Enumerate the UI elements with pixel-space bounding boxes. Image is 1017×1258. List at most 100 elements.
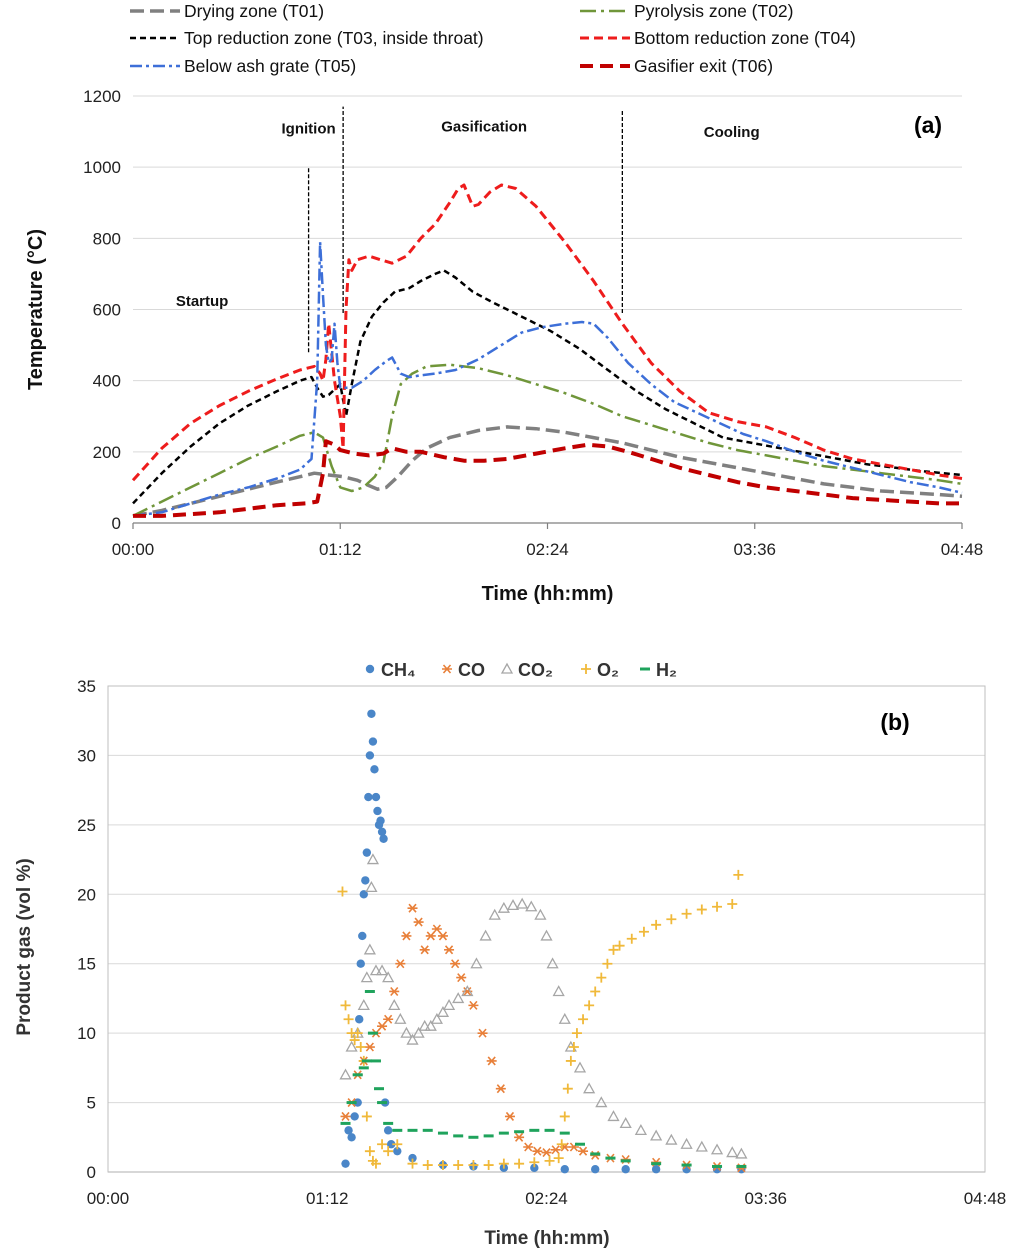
chart-b-point-o [608, 944, 619, 955]
chart-b-point-co [388, 999, 401, 1011]
chart-b-point-o [407, 1158, 418, 1169]
chart-b-series-ch [341, 709, 746, 1174]
chart-b-point-o [422, 1160, 433, 1171]
chart-b-point-co [540, 929, 553, 941]
chart-b-point-co [418, 1019, 431, 1031]
chart-b-y-tick-label: 30 [77, 746, 96, 765]
chart-b-point-co [573, 1061, 587, 1073]
chart-a-x-tick-label: 04:48 [941, 540, 984, 559]
chart-a-series-bottom-reduction-zone-t04 [131, 183, 963, 482]
chart-b-point-co [357, 999, 370, 1011]
chart-a-y-tick-label: 400 [93, 372, 121, 391]
chart-b-point-o [468, 1160, 479, 1171]
chart-b-point-co [395, 959, 406, 969]
chart-b-point-ch [358, 931, 367, 941]
chart-b-point-o [559, 1111, 570, 1122]
chart-b-point-ch [350, 1112, 359, 1121]
chart-b-point-co [541, 1148, 552, 1158]
chart-b-point-ch [408, 1153, 417, 1163]
chart-b-legend-marker-co [500, 662, 514, 674]
chart-b-point-co [452, 992, 465, 1004]
chart-b-point-o [696, 904, 707, 915]
chart-b-point-ch [651, 1165, 661, 1174]
chart-b-point-co [407, 903, 418, 913]
chart-b-point-o [361, 1111, 372, 1122]
chart-b-point-co [650, 1129, 663, 1141]
chart-b-point-co [377, 1021, 388, 1031]
chart-b-point-co [389, 986, 400, 997]
chart-b-point-co [364, 1042, 375, 1052]
chart-b-point-o [602, 958, 613, 969]
chart-b-point-co [406, 1033, 419, 1045]
chart-b-point-co [504, 1111, 515, 1121]
chart-b-point-co [360, 971, 373, 983]
chart-b-point-co [726, 1146, 739, 1158]
chart-b-legend-marker-co [442, 664, 452, 674]
chart-b-point-ch [356, 959, 365, 968]
chart-a-y-tick-label: 600 [93, 301, 121, 320]
chart-b-point-co [437, 931, 448, 941]
chart-a-x-tick-label: 01:12 [319, 540, 362, 559]
chart-b-point-o [383, 1146, 394, 1157]
chart-b-legend-label-co: CO [458, 660, 485, 680]
chart-b-point-co [444, 945, 455, 955]
chart-b-point-co [488, 908, 501, 920]
chart-a-x-axis-label: Time (hh:mm) [482, 583, 614, 605]
chart-a-y-tick-label: 0 [112, 514, 121, 533]
chart-b-point-ch [368, 737, 378, 746]
chart-b-point-co [514, 1132, 525, 1142]
chart-a-y-tick-label: 1000 [83, 158, 121, 177]
chart-b-point-co [558, 1012, 571, 1024]
chart-b-point-co [607, 1110, 620, 1122]
chart-b-plot-frame [107, 685, 986, 1173]
chart-b-point-co [552, 985, 565, 997]
chart-b-point-co [375, 964, 389, 976]
chart-b-point-ch [386, 1140, 396, 1149]
chart-b-point-co [583, 1082, 596, 1094]
chart-b-legend-label-co: CO₂ [518, 660, 553, 680]
chart-b-point-o [544, 1155, 555, 1166]
chart-a-phase-label-ignition: Ignition [282, 120, 336, 137]
chart-b-point-o [638, 926, 649, 937]
chart-b-point-ch [344, 1126, 353, 1135]
chart-b-point-o [553, 1153, 564, 1164]
chart-a-phase-label-cooling: Cooling [704, 124, 760, 141]
chart-b-point-co [468, 1000, 479, 1010]
chart-b-point-co [470, 957, 483, 969]
chart-b-point-o [514, 1158, 525, 1169]
chart-a-legend-label-drying-zone-t01: Drying zone (T01) [184, 1, 324, 21]
chart-b-legend-label-ch: CH₄ [381, 660, 416, 680]
chart-b-point-ch [377, 827, 387, 836]
chart-b-point-co [369, 964, 383, 976]
chart-b-point-o [596, 972, 607, 983]
chart-b-point-o [712, 901, 723, 912]
chart-b-y-tick-label: 5 [87, 1094, 96, 1113]
chart-a-series-gasifier-exit-t06 [133, 439, 962, 518]
chart-a-y-tick-label: 800 [93, 229, 121, 248]
chart-b-point-co [495, 1084, 506, 1094]
chart-b-point-co [550, 1145, 561, 1155]
chart-b-point-co [400, 1026, 413, 1038]
chart-b-point-ch [393, 1146, 402, 1156]
chart-b-point-co [430, 1012, 443, 1024]
chart-b-y-tick-label: 0 [87, 1163, 96, 1182]
chart-b-point-o [556, 1139, 567, 1150]
chart-a-series-below-ash-grate-t05 [132, 240, 963, 518]
chart-b-point-co [546, 957, 559, 969]
chart-b-point-ch [379, 834, 388, 843]
chart-b-point-co [401, 931, 412, 941]
chart-b-point-co [506, 899, 520, 911]
chart-b-point-o [352, 1028, 363, 1039]
chart-b-point-ch [560, 1165, 569, 1174]
chart-b-point-ch [621, 1165, 630, 1174]
chart-b-x-tick-label: 00:00 [87, 1189, 130, 1208]
chart-b-point-co [634, 1124, 648, 1135]
chart-b-point-co [534, 908, 547, 920]
chart-b-point-co [365, 881, 378, 892]
chart-b-point-ch [373, 806, 382, 816]
chart-b-legend-marker-ch [365, 664, 375, 674]
chart-b-point-co [424, 1019, 437, 1031]
chart-a-legend-label-below-ash-grate-t05: Below ash grate (T05) [184, 56, 356, 76]
chart-b-point-co [710, 1143, 724, 1155]
chart-b-point-o [370, 1158, 381, 1169]
